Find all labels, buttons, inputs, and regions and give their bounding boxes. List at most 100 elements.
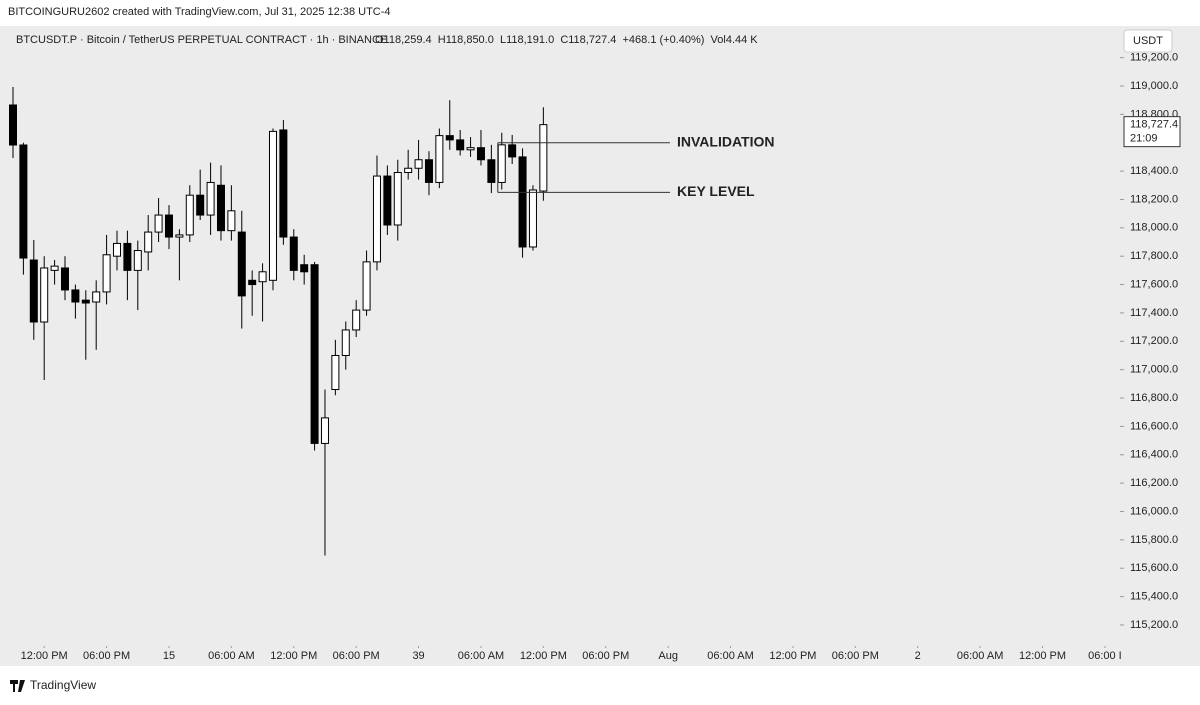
candle-body xyxy=(164,214,173,238)
candle-body xyxy=(414,159,423,169)
level-label: INVALIDATION xyxy=(677,133,774,149)
candle-body xyxy=(404,167,413,174)
candle-body xyxy=(476,147,485,161)
x-tick-label: 12:00 PM xyxy=(520,650,567,662)
candle-body xyxy=(123,242,132,271)
x-tick-label: 06:00 PM xyxy=(832,650,879,662)
candle-body xyxy=(50,265,59,271)
candle-body xyxy=(393,172,402,226)
x-tick-label: 06:00 AM xyxy=(458,650,504,662)
x-tick-label: 12:00 PM xyxy=(270,650,317,662)
candle-body xyxy=(144,231,153,253)
x-tick-label: 12:00 PM xyxy=(769,650,816,662)
candle-body xyxy=(71,289,80,303)
y-tick-label: 117,000.0 xyxy=(1130,364,1178,376)
candle-body xyxy=(289,236,298,271)
x-tick-label: Aug xyxy=(658,650,678,662)
candle-body xyxy=(102,254,111,293)
y-tick-label: 118,000.0 xyxy=(1130,222,1178,234)
last-price: 118,727.4 xyxy=(1130,119,1178,131)
candle-body xyxy=(320,417,329,444)
x-tick-label: 06:00 PM xyxy=(333,650,380,662)
candle-body xyxy=(300,264,309,273)
candle-body xyxy=(154,214,163,233)
y-tick-label: 116,800.0 xyxy=(1130,392,1178,404)
credit: BITCOINGURU2602 created with TradingView… xyxy=(8,6,391,18)
candle-body xyxy=(497,144,506,183)
y-tick-label: 116,400.0 xyxy=(1130,449,1178,461)
candle-body xyxy=(216,184,225,232)
y-tick-label: 117,800.0 xyxy=(1130,250,1178,262)
candle-body xyxy=(466,147,475,151)
brand: TradingView xyxy=(30,678,96,692)
candle-body xyxy=(185,194,194,236)
x-tick-label: 2 xyxy=(915,650,921,662)
candle-body xyxy=(60,267,69,291)
y-tick-label: 116,200.0 xyxy=(1130,477,1178,489)
x-tick-label: 06:00 I xyxy=(1088,650,1122,662)
plot-background xyxy=(0,26,1200,666)
x-tick-label: 39 xyxy=(412,650,424,662)
y-tick-label: 117,400.0 xyxy=(1130,307,1178,319)
ohlc: O118,259.4 H118,850.0 L118,191.0 C118,72… xyxy=(375,34,758,46)
candle-body xyxy=(279,129,288,238)
candle-body xyxy=(528,189,537,248)
y-tick-label: 115,600.0 xyxy=(1130,562,1178,574)
candle-body xyxy=(81,299,90,304)
candle-body xyxy=(435,135,444,183)
candle-body xyxy=(40,267,49,323)
currency[interactable]: USDT xyxy=(1133,35,1163,47)
x-tick-label: 15 xyxy=(163,650,175,662)
candle-body xyxy=(29,259,38,323)
candle-body xyxy=(8,104,17,146)
candle-body xyxy=(539,124,548,192)
candle-body xyxy=(456,139,465,151)
candle-body xyxy=(175,234,184,238)
x-tick-label: 06:00 PM xyxy=(83,650,130,662)
candle-body xyxy=(196,194,205,216)
candle-body xyxy=(372,175,381,263)
candle-body xyxy=(331,354,340,391)
x-tick-label: 06:00 AM xyxy=(707,650,753,662)
candle-body xyxy=(352,309,361,331)
candle-body xyxy=(206,181,215,216)
y-tick-label: 115,200.0 xyxy=(1130,619,1178,631)
currency-box[interactable] xyxy=(1123,29,1173,53)
y-tick-label: 117,200.0 xyxy=(1130,335,1178,347)
candle-body xyxy=(487,159,496,183)
y-tick-label: 119,000.0 xyxy=(1130,80,1178,92)
countdown: 21:09 xyxy=(1130,133,1158,145)
level-label: KEY LEVEL xyxy=(677,183,755,199)
candle-body xyxy=(258,271,267,283)
candle-body xyxy=(133,250,142,271)
y-tick-label: 119,200.0 xyxy=(1130,52,1178,64)
candle-body xyxy=(445,135,454,141)
candle-body xyxy=(424,159,433,183)
candle-body xyxy=(508,144,517,158)
candle-body xyxy=(268,130,277,281)
candle-body xyxy=(362,261,371,311)
x-tick-label: 06:00 PM xyxy=(582,650,629,662)
candle-body xyxy=(227,210,236,232)
y-tick-label: 115,400.0 xyxy=(1130,591,1178,603)
x-tick-label: 06:00 AM xyxy=(208,650,254,662)
y-tick-label: 115,800.0 xyxy=(1130,534,1178,546)
x-tick-label: 12:00 PM xyxy=(21,650,68,662)
last-price-tag xyxy=(1123,116,1181,148)
candle-body xyxy=(341,329,350,356)
y-tick-label: 118,400.0 xyxy=(1130,165,1178,177)
x-tick-label: 06:00 AM xyxy=(957,650,1003,662)
y-tick-label: 116,000.0 xyxy=(1130,505,1178,517)
candle-body xyxy=(518,156,527,248)
candle-body xyxy=(237,231,246,297)
candle-body xyxy=(310,264,319,444)
y-tick-label: 118,200.0 xyxy=(1130,193,1178,205)
symbol: BTCUSDT.P · Bitcoin / TetherUS PERPETUAL… xyxy=(16,34,387,46)
candle-body xyxy=(112,242,121,257)
y-tick-label: 116,600.0 xyxy=(1130,420,1178,432)
y-tick-label: 117,600.0 xyxy=(1130,278,1178,290)
x-tick-label: 12:00 PM xyxy=(1019,650,1066,662)
logo xyxy=(10,680,25,692)
